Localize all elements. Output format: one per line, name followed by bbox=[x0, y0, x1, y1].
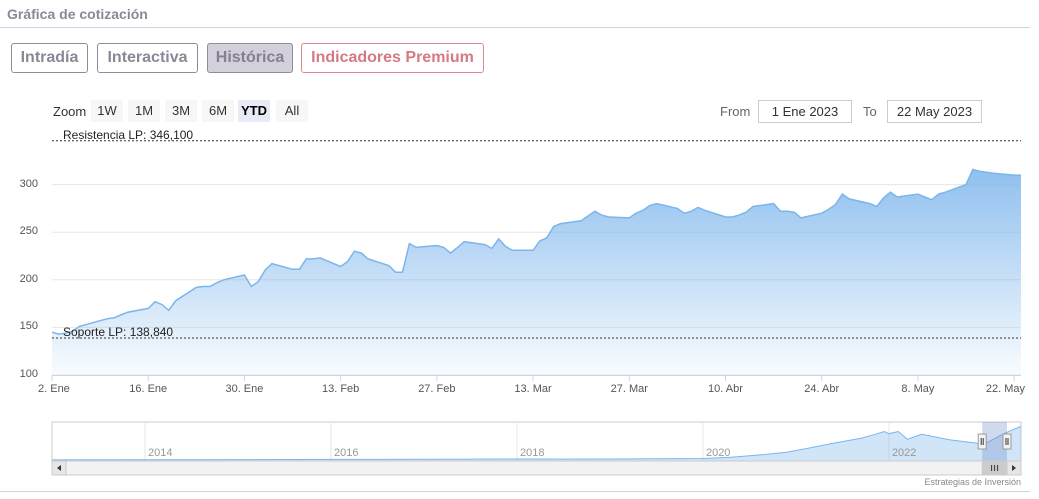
navigator[interactable] bbox=[51, 421, 1022, 476]
navigator-frame bbox=[51, 421, 1022, 462]
y-tick-150: 150 bbox=[19, 320, 38, 333]
x-tick-6: 27. Mar bbox=[610, 383, 648, 395]
zoom-1m-button[interactable]: 1M bbox=[128, 100, 160, 122]
zoom-ytd-button[interactable]: YTD bbox=[238, 100, 270, 122]
y-tick-100: 100 bbox=[19, 368, 38, 380]
x-tick-3: 13. Feb bbox=[321, 383, 360, 395]
x-tick-5: 13. Mar bbox=[514, 383, 552, 395]
support-label: Soporte LP: 138,840 bbox=[63, 325, 174, 340]
range-from-input[interactable]: 1 Ene 2023 bbox=[758, 100, 852, 123]
y-tick-200: 200 bbox=[19, 272, 38, 285]
zoom-label: Zoom bbox=[53, 104, 87, 119]
x-tick-4: 27. Feb bbox=[418, 383, 456, 395]
navigator-label-2014: 2014 bbox=[147, 447, 173, 459]
scrollbar-track bbox=[51, 460, 1022, 476]
price-area-series bbox=[51, 168, 1021, 375]
price-area-fill bbox=[52, 169, 1021, 375]
chart-header: Gráfica de cotización bbox=[0, 0, 1030, 28]
chart-credit[interactable]: Estrategias de Inversión bbox=[924, 477, 1021, 487]
zoom-3m-button[interactable]: 3M bbox=[165, 100, 197, 122]
navigator-label-2020: 2020 bbox=[705, 447, 731, 459]
y-tick-300: 300 bbox=[19, 177, 38, 190]
zoom-all-button[interactable]: All bbox=[276, 100, 308, 122]
scroll-left-arrow-icon bbox=[57, 465, 61, 471]
range-from-label: From bbox=[720, 104, 751, 119]
x-axis bbox=[51, 375, 1021, 381]
tab-indicadores-premium[interactable]: Indicadores Premium bbox=[301, 43, 484, 73]
tab-intradia[interactable]: Intradía bbox=[11, 43, 88, 73]
scroll-right-arrow-icon bbox=[1012, 465, 1016, 471]
navigator-label-2016: 2016 bbox=[333, 447, 359, 459]
x-tick-1: 16. Ene bbox=[129, 383, 168, 395]
x-tick-7: 10. Abr bbox=[708, 383, 743, 395]
zoom-1w-button[interactable]: 1W bbox=[91, 100, 123, 122]
x-tick-0: 2. Ene bbox=[38, 383, 70, 395]
range-to-label: To bbox=[863, 104, 877, 119]
navigator-handle-right bbox=[1002, 433, 1012, 450]
chart-title: Gráfica de cotización bbox=[7, 6, 148, 22]
x-tick-2: 30. Ene bbox=[225, 383, 264, 395]
x-tick-10: 22. May bbox=[985, 383, 1025, 395]
y-tick-250: 250 bbox=[19, 225, 38, 238]
navigator-label-2018: 2018 bbox=[519, 447, 545, 459]
navigator-handle-left bbox=[977, 433, 987, 450]
footer-divider bbox=[0, 491, 1030, 492]
range-to-input[interactable]: 22 May 2023 bbox=[887, 100, 982, 123]
navigator-line bbox=[51, 426, 1022, 461]
x-tick-9: 8. May bbox=[901, 383, 935, 395]
zoom-6m-button[interactable]: 6M bbox=[202, 100, 234, 122]
navigator-label-2022: 2022 bbox=[891, 447, 917, 459]
resistance-label: Resistencia LP: 346,100 bbox=[63, 127, 194, 142]
navigator-area bbox=[52, 426, 1021, 461]
price-line bbox=[51, 168, 1021, 335]
plot-lines bbox=[52, 140, 1021, 339]
x-tick-8: 24. Abr bbox=[804, 383, 840, 395]
tab-historica[interactable]: Histórica bbox=[207, 43, 293, 73]
tab-interactiva[interactable]: Interactiva bbox=[97, 43, 198, 73]
